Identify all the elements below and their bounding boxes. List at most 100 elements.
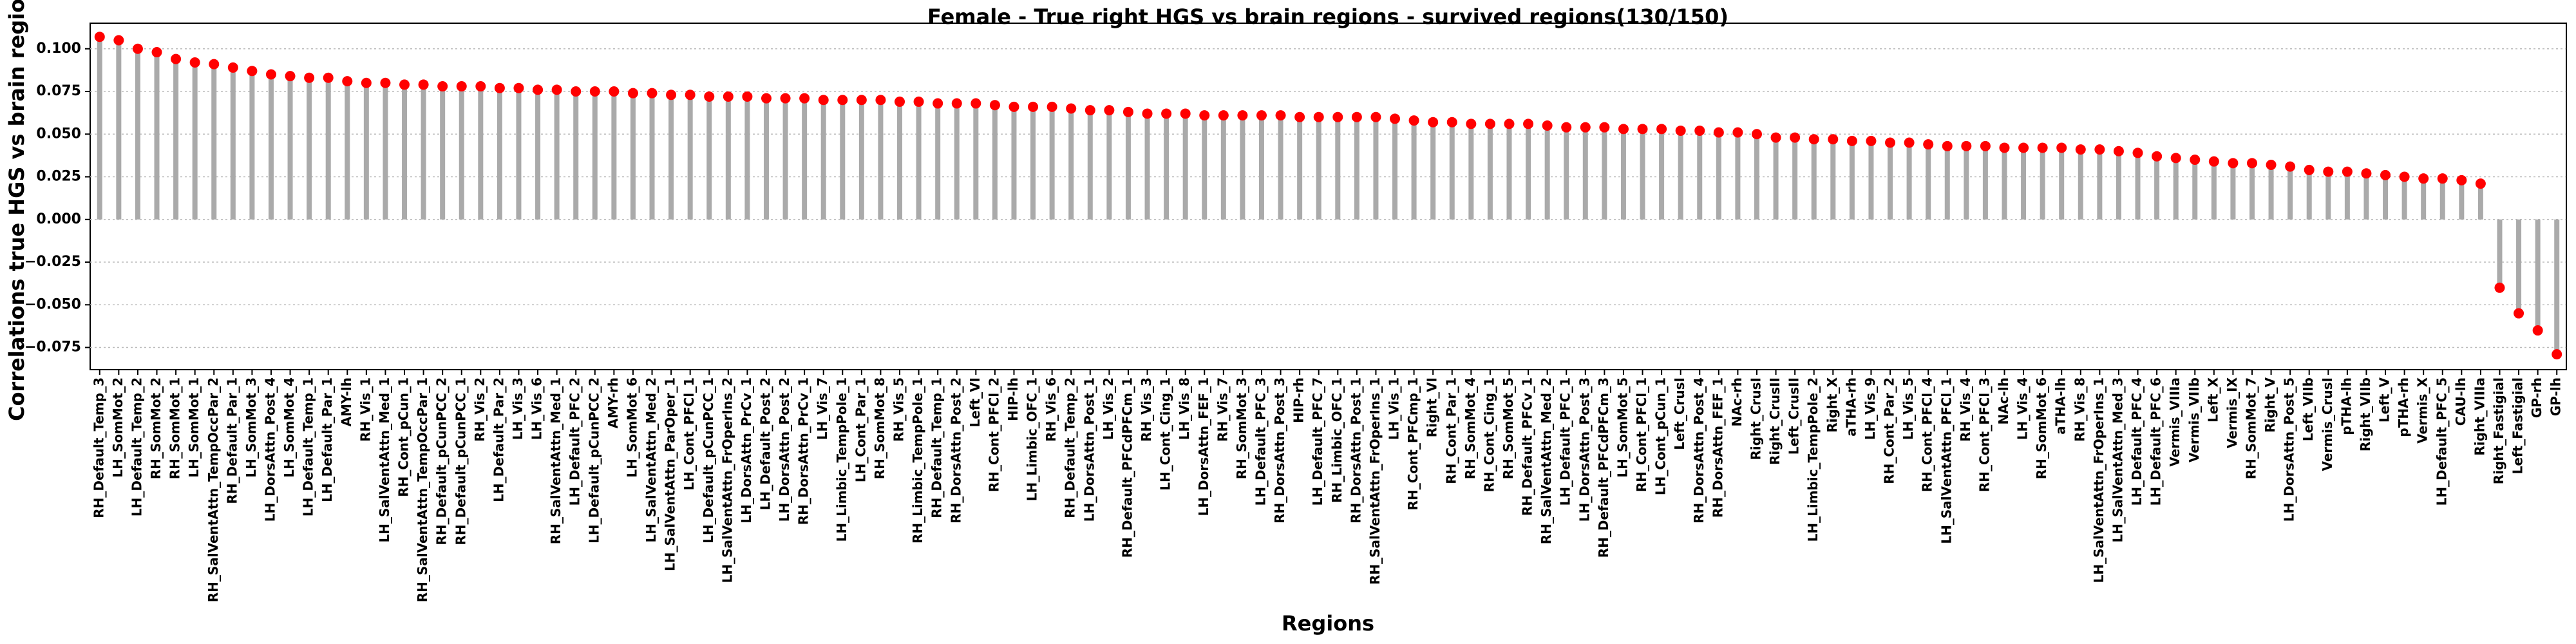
marker [456, 81, 467, 92]
x-tick-label: RH_Cont_pCun_1 [396, 377, 412, 497]
marker [1637, 124, 1648, 135]
x-tick-label: CAU-lh [2453, 377, 2468, 426]
x-tick-label: RH_Default_pCunPCC_2 [434, 377, 450, 545]
marker [2437, 173, 2448, 184]
x-tick-label: RH_SomMot_4 [1463, 377, 1478, 479]
marker [571, 86, 582, 97]
marker [1751, 129, 1762, 140]
x-tick-label: LH_Default_Par_1 [319, 377, 335, 502]
marker [494, 82, 505, 93]
x-tick-label: RH_Vis_2 [472, 377, 488, 442]
marker [2475, 178, 2486, 189]
x-tick-label: RH_Cont_Par_2 [1882, 377, 1897, 484]
x-tick-label: LH_DorsAttn_Post_5 [2282, 377, 2297, 522]
x-tick-label: LH_Default_PFC_5 [2434, 377, 2449, 506]
marker [799, 93, 810, 104]
x-tick-label: LH_Vis_6 [529, 377, 545, 440]
marker [761, 93, 772, 104]
marker [1980, 140, 1991, 151]
marker [513, 82, 524, 93]
chart-title: Female - True right HGS vs brain regions… [927, 5, 1728, 29]
x-tick-label: RH_DorsAttn_PrCv_1 [796, 377, 811, 525]
marker [1961, 140, 1972, 151]
marker [647, 88, 658, 99]
marker [1484, 118, 1495, 129]
x-tick-label: HIP-lh [1005, 377, 1021, 421]
y-tick-label: 0.050 [36, 126, 81, 142]
x-tick-label: LH_Vis_7 [815, 377, 830, 440]
x-tick-label: RH_SalVentAttn_Med_1 [548, 377, 564, 544]
x-tick-label: Left_CrusII [1786, 377, 1802, 455]
x-tick-label: Right_CrusI [1748, 377, 1763, 460]
marker [533, 84, 544, 95]
marker [933, 98, 943, 109]
marker [1790, 132, 1801, 143]
y-tick-label: −0.025 [24, 254, 81, 270]
marker [1694, 125, 1705, 136]
marker [1923, 139, 1934, 150]
x-tick-label: AMY-lh [339, 377, 354, 426]
marker [837, 95, 848, 106]
marker [2323, 166, 2334, 177]
x-tick-label: LH_Cont_pCun_1 [1653, 377, 1669, 495]
x-tick-label: LH_Vis_2 [1101, 377, 1116, 440]
x-tick-label: Right_VI [1425, 377, 1440, 437]
y-axis-label: Correlations true HGS vs brain regions [5, 0, 29, 421]
marker [265, 69, 276, 80]
marker [2094, 144, 2105, 155]
x-tick-label: Vermis_IX [2224, 377, 2240, 448]
marker [1408, 115, 1419, 126]
marker [2056, 142, 2067, 153]
x-tick-label: RH_SomMot_8 [872, 377, 887, 479]
marker [2018, 142, 2029, 153]
x-tick-label: LH_SomMot_2 [110, 377, 126, 478]
marker [1828, 134, 1839, 145]
x-tick-label: LH_Default_PFC_3 [1253, 377, 1268, 506]
x-tick-label: RH_Default_Temp_2 [1063, 377, 1078, 518]
x-tick-label: Right_VIIIa [2472, 377, 2487, 456]
marker [2208, 156, 2219, 167]
y-tick-label: −0.075 [24, 339, 81, 355]
marker [1770, 132, 1781, 143]
marker [247, 66, 258, 77]
marker [2285, 161, 2296, 172]
plot-frame [90, 23, 2567, 370]
x-tick-label: pTHA-rh [2396, 377, 2411, 437]
x-tick-label: Vermis_CrusI [2320, 377, 2335, 471]
x-tick-label: HIP-rh [1291, 377, 1307, 423]
marker [609, 86, 620, 97]
marker [189, 57, 200, 68]
marker [151, 47, 162, 58]
marker [627, 88, 638, 99]
marker [1428, 117, 1439, 128]
x-tick-label: LH_Vis_4 [2015, 377, 2031, 440]
x-tick-label: RH_Cont_PFCl_4 [1920, 377, 1935, 492]
marker [1999, 142, 2010, 153]
x-tick-label: Left_X [2205, 377, 2221, 422]
x-tick-label: RH_Cont_Par_1 [1443, 377, 1459, 484]
marker [685, 90, 696, 100]
x-tick-label: Left_V [2377, 377, 2392, 422]
marker [1580, 122, 1591, 133]
x-tick-label: LH_Vis_3 [510, 377, 526, 440]
x-tick-label: aTHA-lh [2053, 377, 2069, 435]
x-tick-label: RH_Default_Temp_3 [91, 377, 106, 518]
x-tick-label: LH_Default_Temp_1 [301, 377, 316, 516]
marker [399, 79, 410, 90]
marker [895, 96, 905, 107]
x-tick-label: LH_Vis_1 [1387, 377, 1402, 440]
x-tick-label: LH_DorsAttn_Post_3 [1577, 377, 1592, 522]
marker [1504, 118, 1515, 129]
x-tick-label: RH_SalVentAttn_FrOperIns_1 [1367, 377, 1383, 585]
x-tick-label: LH_SalVentAttn_Med_1 [377, 377, 392, 543]
x-tick-label: RH_SomMot_3 [1234, 377, 1249, 479]
x-tick-label: RH_SalVentAttn_Med_2 [1539, 377, 1554, 544]
marker [1904, 137, 1915, 148]
marker [2304, 164, 2315, 175]
marker [1028, 101, 1039, 112]
x-tick-label: LH_SalVentAttn_ParOper_1 [663, 377, 678, 571]
marker [1104, 105, 1115, 116]
marker [1808, 134, 1819, 145]
marker [1294, 111, 1305, 122]
marker [2266, 159, 2277, 170]
